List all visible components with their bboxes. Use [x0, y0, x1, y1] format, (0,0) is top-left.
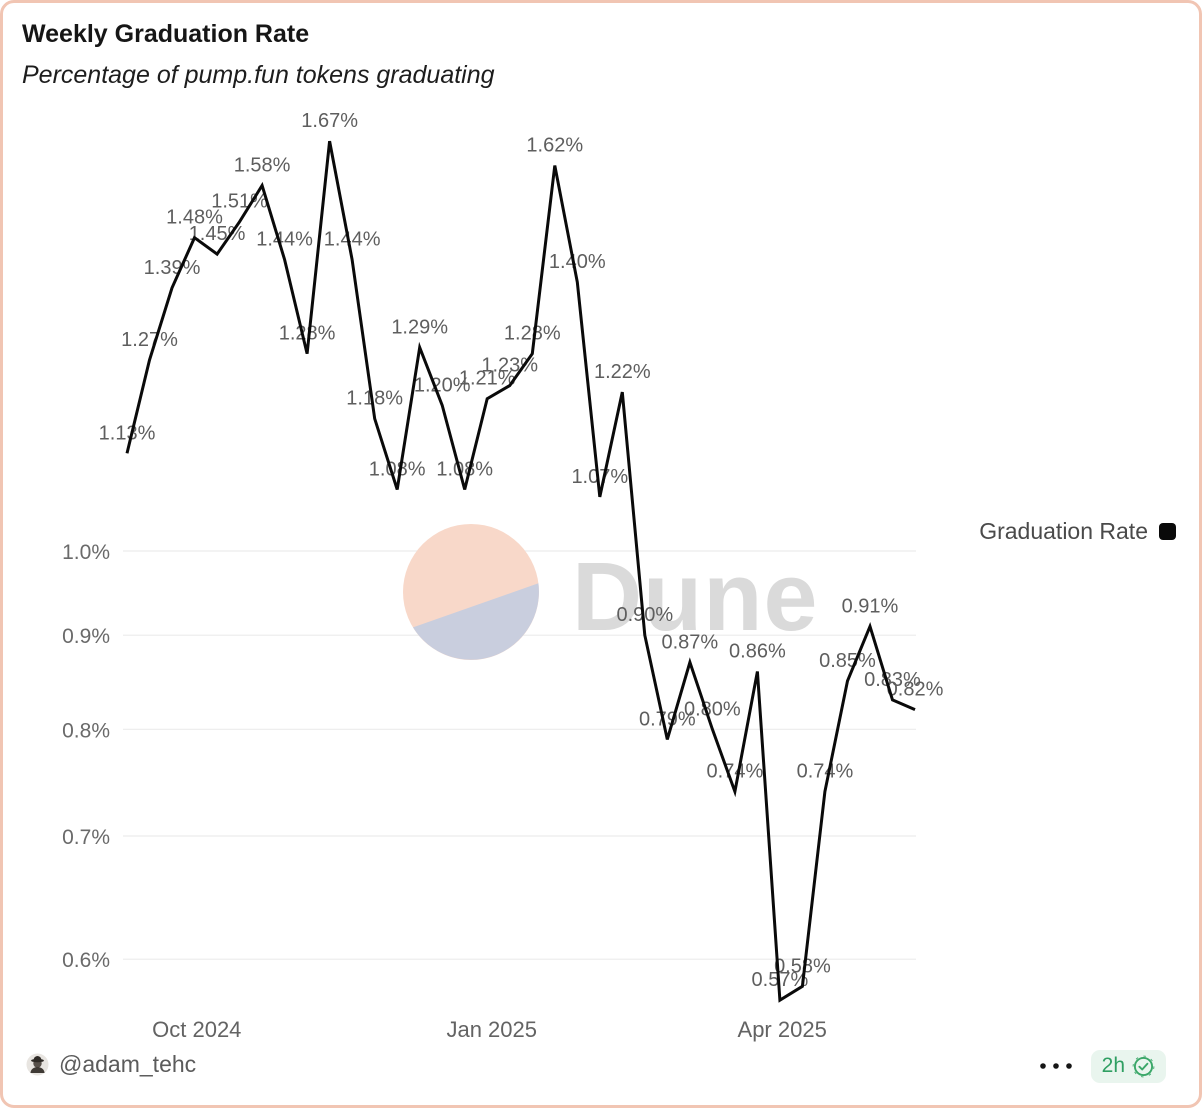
y-tick-label: 0.9% [62, 625, 110, 648]
legend-label: Graduation Rate [979, 518, 1148, 544]
footer-author: @adam_tehc [26, 1051, 196, 1078]
data-label: 1.07% [571, 466, 628, 488]
dune-watermark-text: Dune [572, 542, 819, 651]
data-label: 1.62% [526, 134, 583, 156]
footer-actions: 2h [1037, 1049, 1166, 1083]
x-tick-label: Jan 2025 [446, 1017, 537, 1042]
y-tick-label: 0.6% [62, 949, 110, 972]
chart-title: Weekly Graduation Rate [22, 20, 310, 48]
data-labels: 1.13% 1.27% 1.39% 1.48%1.45% 1.51% 1.58% 1.44%… [99, 110, 944, 991]
data-label: 1.29% [391, 317, 448, 339]
data-label: 1.58% [234, 154, 291, 176]
y-tick-label: 0.7% [62, 826, 110, 849]
data-label: 1.13% [99, 422, 156, 444]
data-label: 0.86% [729, 641, 786, 663]
data-label: 1.28% [504, 323, 561, 345]
data-label: 1.23% [481, 355, 538, 377]
data-label: 1.08% [369, 459, 426, 481]
data-label: 1.21% [459, 368, 516, 390]
data-label: 0.85% [819, 650, 876, 672]
dune-logo-lower-half [413, 583, 539, 660]
data-label: 1.40% [549, 251, 606, 273]
series-line-graduation-rate [125, 140, 916, 1003]
data-label: 0.58% [774, 955, 831, 977]
data-label: 0.91% [842, 595, 899, 617]
data-label: 1.20% [414, 374, 471, 396]
data-label: 1.08% [436, 459, 493, 481]
data-label: 0.83% [864, 669, 921, 691]
data-label: 0.74% [797, 761, 854, 783]
data-label: 1.51% [211, 191, 268, 213]
data-label: 1.48% [166, 207, 223, 229]
dune-watermark: Dune [403, 524, 819, 660]
data-label: 1.45% [189, 223, 246, 245]
data-label: 0.90% [616, 604, 673, 626]
y-grid: 1.0% 0.9% 0.8% 0.7% 0.6% [62, 541, 916, 972]
data-label: 0.82% [887, 679, 944, 701]
y-tick-label: 0.8% [62, 719, 110, 742]
data-label: 1.39% [144, 257, 201, 279]
data-label: 1.67% [301, 110, 358, 132]
chart-subtitle: Percentage of pump.fun tokens graduating [22, 61, 495, 89]
verified-check-icon [1132, 1055, 1155, 1077]
freshness-badge[interactable]: 2h [1090, 1049, 1166, 1083]
y-tick-label: 1.0% [62, 541, 110, 564]
detective-avatar-icon [26, 1053, 49, 1076]
x-tick-label: Apr 2025 [738, 1017, 827, 1042]
data-label: 0.79% [639, 708, 696, 730]
author-handle[interactable]: @adam_tehc [59, 1051, 197, 1077]
data-label: 1.18% [346, 388, 403, 410]
freshness-age: 2h [1101, 1054, 1125, 1077]
data-label: 1.27% [121, 329, 178, 351]
more-options-button[interactable] [1037, 1049, 1075, 1083]
x-axis: Oct 2024 Jan 2025 Apr 2025 [152, 1017, 827, 1042]
data-label: 1.22% [594, 361, 651, 383]
author-avatar[interactable] [26, 1053, 49, 1076]
data-label: 0.74% [707, 761, 764, 783]
data-label: 1.28% [279, 323, 336, 345]
legend-marker-icon [1159, 523, 1176, 540]
x-tick-label: Oct 2024 [152, 1017, 241, 1042]
data-label: 1.44% [256, 229, 313, 251]
more-options-icon [1039, 1063, 1072, 1069]
data-label: 0.80% [684, 698, 741, 720]
data-label: 0.87% [661, 631, 718, 653]
data-label: 1.44% [324, 229, 381, 251]
legend-item-graduation-rate[interactable]: Graduation Rate [979, 518, 1176, 545]
